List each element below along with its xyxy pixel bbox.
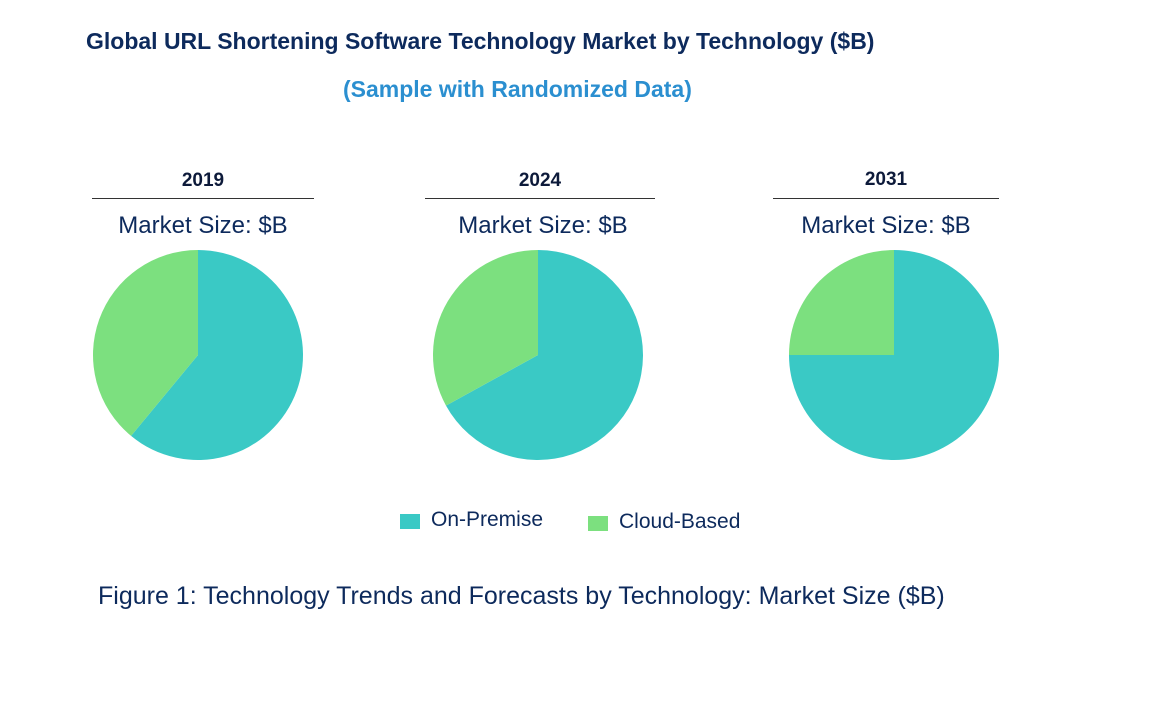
legend-label: On-Premise: [431, 508, 544, 531]
pie-year-label: 2024: [518, 170, 562, 191]
pie-slice-cloud-based-2019: [93, 250, 198, 436]
pie-market-size-label: Market Size: $B: [801, 212, 971, 239]
pie-slice-on-premise-2024: [445, 250, 643, 460]
pie-year-rule: [425, 198, 655, 199]
pie-year-label: 2031: [864, 169, 908, 190]
pie-year-rule: [773, 198, 999, 199]
legend-label: Cloud-Based: [619, 510, 741, 533]
pie-year-label: 2019: [181, 170, 225, 191]
pie-slice-cloud-based-2024: [433, 250, 538, 406]
pie-chart-2019: [93, 250, 303, 460]
pie-market-size-label: Market Size: $B: [118, 212, 288, 239]
pie-slice-cloud-based-2031: [789, 250, 894, 355]
figure-caption: Figure 1: Technology Trends and Forecast…: [98, 582, 945, 610]
pie-chart-2031: [789, 250, 999, 460]
chart-title: Global URL Shortening Software Technolog…: [86, 28, 875, 54]
legend-swatch-cloud-based: [588, 516, 608, 531]
pie-slice-on-premise-2019: [131, 250, 303, 460]
pie-market-size-label: Market Size: $B: [458, 212, 628, 239]
chart-subtitle: (Sample with Randomized Data): [343, 76, 692, 102]
legend-swatch-on-premise: [400, 514, 420, 529]
pie-year-rule: [92, 198, 314, 199]
pie-chart-2024: [433, 250, 643, 460]
